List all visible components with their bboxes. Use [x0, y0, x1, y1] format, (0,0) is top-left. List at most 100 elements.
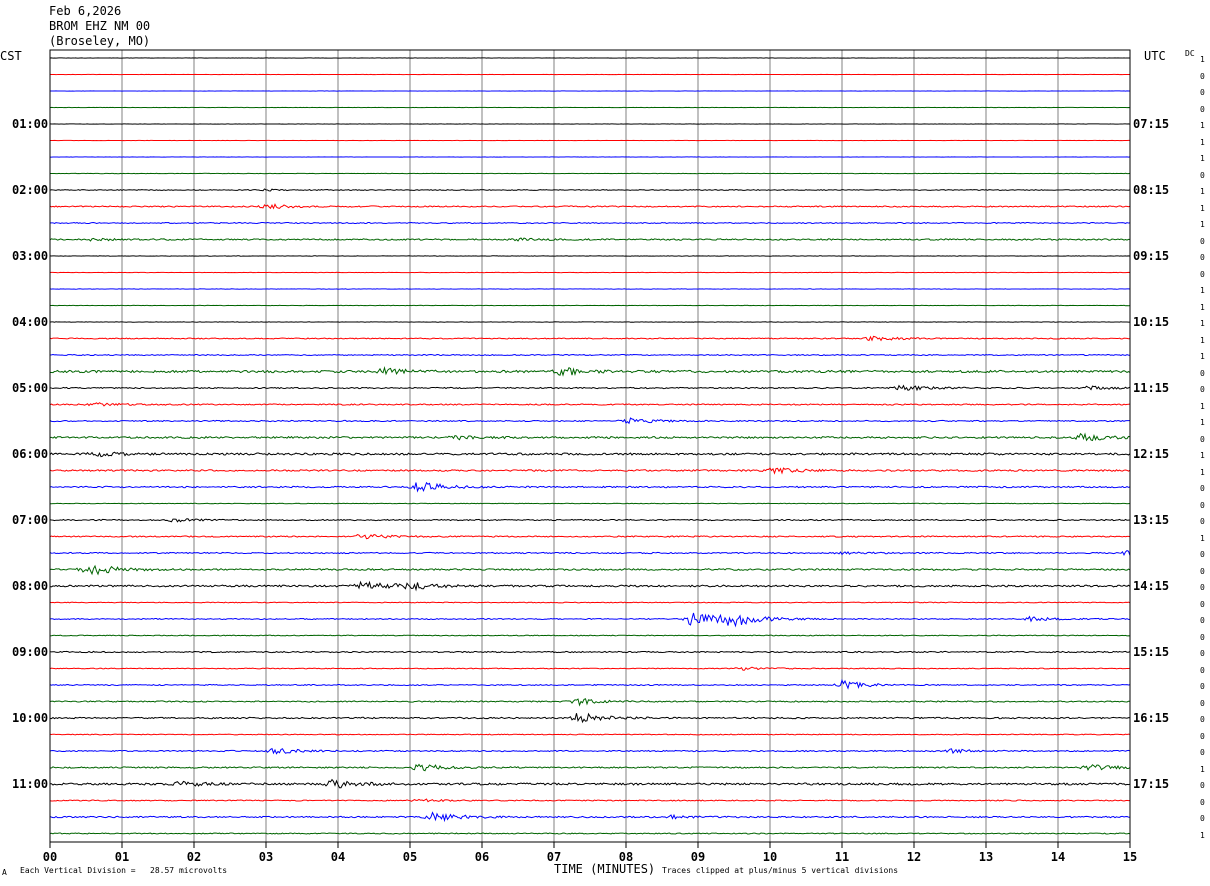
- x-axis-ticks: 00 01 02 03 04 05 06 07 08 09 10 11 12 13 14 15: [43, 842, 1137, 864]
- cst-hour-label: 01:00: [12, 117, 49, 131]
- trace-line-42: [49, 747, 1131, 755]
- trace-line-45: [49, 798, 1131, 803]
- trace-line-47: [49, 832, 1131, 835]
- dc-offset-value: 1: [1200, 319, 1205, 328]
- trace-line-31: [49, 564, 1131, 576]
- x-tick-label: 02: [187, 850, 201, 864]
- utc-hour-label: 10:15: [1133, 315, 1170, 329]
- trace-line-44: [49, 778, 1131, 789]
- utc-hour-label: 11:15: [1133, 381, 1170, 395]
- cst-hour-label: 11:00: [12, 777, 49, 791]
- dc-offset-value: 1: [1200, 137, 1205, 147]
- dc-offset-value: 0: [1200, 253, 1205, 262]
- dc-offset-value: 0: [1200, 71, 1205, 81]
- trace-line-10: [49, 221, 1131, 225]
- trace-line-37: [49, 666, 1131, 671]
- x-tick-label: 06: [475, 850, 489, 864]
- header-station: BROM EHZ NM 00: [49, 19, 151, 33]
- x-tick-label: 01: [115, 850, 129, 864]
- trace-line-27: [49, 502, 1131, 505]
- dc-offset-value: 0: [1200, 781, 1205, 790]
- cst-hour-label: 04:00: [12, 315, 49, 329]
- dc-offset-value: 0: [1200, 88, 1205, 97]
- dc-offset-value: 1: [1200, 286, 1205, 295]
- dc-offset-value: 0: [1200, 385, 1205, 394]
- dc-offset-value: 0: [1200, 104, 1205, 114]
- utc-hour-label: 09:15: [1133, 249, 1170, 263]
- trace-line-25: [49, 467, 1131, 475]
- dc-offset-value: 0: [1200, 797, 1205, 807]
- trace-line-30: [49, 549, 1131, 556]
- x-tick-label: 12: [907, 850, 921, 864]
- dc-offset-value: 0: [1200, 484, 1205, 493]
- dc-offset-value: 0: [1200, 500, 1205, 510]
- cst-hour-label: 10:00: [12, 711, 49, 725]
- dc-offset-value: 1: [1200, 121, 1205, 130]
- x-tick-label: 13: [979, 850, 993, 864]
- dc-offset-value: 1: [1200, 302, 1205, 312]
- trace-line-32: [49, 580, 1131, 592]
- x-tick-label: 05: [403, 850, 417, 864]
- trace-line-43: [49, 763, 1131, 772]
- trace-line-22: [49, 417, 1131, 425]
- dc-offset-value: 0: [1200, 599, 1205, 609]
- header-location: (Broseley, MO): [49, 34, 151, 48]
- utc-hour-label: 17:15: [1133, 777, 1170, 791]
- dc-offset-value: 0: [1200, 616, 1205, 625]
- right-timezone-label: UTC: [1144, 49, 1166, 63]
- cst-hour-label: 09:00: [12, 645, 49, 659]
- dc-offset-value: 0: [1200, 698, 1205, 708]
- utc-hour-label: 16:15: [1133, 711, 1170, 725]
- utc-hour-label: 13:15: [1133, 513, 1170, 527]
- trace-line-8: [49, 188, 1131, 192]
- dc-offset-value: 0: [1200, 682, 1205, 691]
- utc-hour-label: 14:15: [1133, 579, 1170, 593]
- trace-line-35: [49, 634, 1131, 637]
- dc-offset-value: 0: [1200, 434, 1205, 444]
- dc-offset-value: 0: [1200, 236, 1205, 246]
- x-tick-label: 14: [1051, 850, 1065, 864]
- cst-hour-label: 03:00: [12, 249, 49, 263]
- dc-offset-value: 0: [1200, 517, 1205, 526]
- trace-line-21: [49, 402, 1131, 407]
- utc-hour-label: 07:15: [1133, 117, 1170, 131]
- cst-hour-label: 05:00: [12, 381, 49, 395]
- x-tick-label: 03: [259, 850, 273, 864]
- trace-line-18: [49, 353, 1131, 357]
- clip-note: Traces clipped at plus/minus 5 vertical …: [662, 866, 899, 875]
- dc-offset-value: 0: [1200, 649, 1205, 658]
- x-tick-label: 09: [691, 850, 705, 864]
- dc-offset-value: 1: [1200, 418, 1205, 427]
- dc-offset-value: 0: [1200, 368, 1205, 378]
- utc-hour-label: 12:15: [1133, 447, 1170, 461]
- trace-line-34: [49, 612, 1131, 628]
- utc-hour-label: 08:15: [1133, 183, 1170, 197]
- dc-offset-value: 1: [1200, 220, 1205, 229]
- cst-hour-label: 08:00: [12, 579, 49, 593]
- trace-line-9: [49, 203, 1131, 210]
- trace-line-33: [49, 601, 1131, 604]
- trace-line-38: [49, 678, 1131, 690]
- trace-line-46: [49, 811, 1131, 823]
- dc-offset-value: 0: [1200, 550, 1205, 559]
- cst-hour-label: 02:00: [12, 183, 49, 197]
- scale-note: Each Vertical Division = 28.57 microvolt…: [20, 866, 228, 875]
- dc-offset-value: 1: [1200, 467, 1205, 477]
- trace-line-23: [49, 432, 1131, 442]
- cst-hour-label: 07:00: [12, 513, 49, 527]
- dc-offset-value: 0: [1200, 583, 1205, 592]
- corner-mark: A: [2, 868, 7, 877]
- plot-frame: [49, 49, 1131, 843]
- dc-offset-value: 1: [1200, 451, 1205, 460]
- dc-offset-value: 0: [1200, 665, 1205, 675]
- trace-line-24: [49, 451, 1131, 458]
- dc-offset-value: 1: [1200, 533, 1205, 543]
- dc-offset-value: 1: [1200, 830, 1205, 840]
- dc-offset-value: 0: [1200, 170, 1205, 180]
- dc-offset-value: 1: [1200, 764, 1205, 774]
- x-tick-label: 07: [547, 850, 561, 864]
- trace-line-17: [49, 335, 1131, 342]
- dc-offset-value: 1: [1200, 335, 1205, 345]
- dc-offset-value: 0: [1200, 632, 1205, 642]
